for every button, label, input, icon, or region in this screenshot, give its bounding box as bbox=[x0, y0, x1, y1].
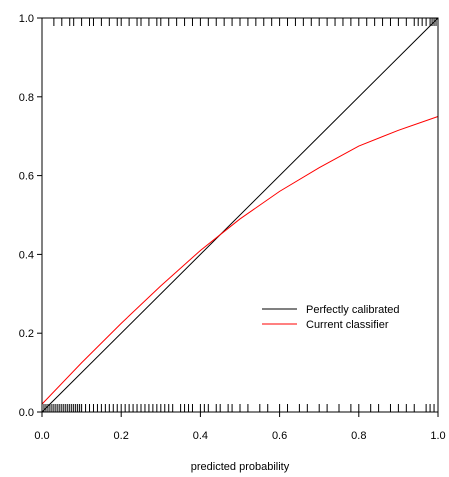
series-layer bbox=[41, 17, 439, 413]
legend: Perfectly calibrated Current classifier bbox=[262, 304, 400, 331]
y-tick-label: 0.8 bbox=[19, 92, 34, 104]
x-tick-label: 0.8 bbox=[351, 430, 366, 442]
plot-frame bbox=[41, 17, 439, 413]
x-axis: 0.0 0.2 0.4 0.6 0.8 1.0 bbox=[34, 412, 446, 442]
x-tick-label: 1.0 bbox=[430, 430, 445, 442]
x-tick-label: 0.4 bbox=[193, 430, 208, 442]
legend-label: Current classifier bbox=[306, 319, 389, 331]
x-tick-label: 0.6 bbox=[272, 430, 287, 442]
series-line-current-classifier bbox=[41, 116, 439, 405]
y-tick-label: 1.0 bbox=[19, 13, 34, 25]
y-tick-label: 0.6 bbox=[19, 171, 34, 183]
x-tick-label: 0.0 bbox=[34, 430, 49, 442]
series-line-perfectly-calibrated bbox=[41, 17, 439, 413]
y-tick-label: 0.2 bbox=[19, 328, 34, 340]
x-axis-title: predicted probability bbox=[191, 461, 290, 473]
rug-top bbox=[53, 18, 439, 26]
y-tick-label: 0.4 bbox=[19, 249, 34, 261]
y-axis: 0.0 0.2 0.4 0.6 0.8 1.0 bbox=[19, 13, 42, 419]
legend-label: Perfectly calibrated bbox=[306, 304, 400, 316]
y-tick-label: 0.0 bbox=[19, 407, 34, 419]
rug-bottom bbox=[41, 404, 435, 412]
x-tick-label: 0.2 bbox=[114, 430, 129, 442]
